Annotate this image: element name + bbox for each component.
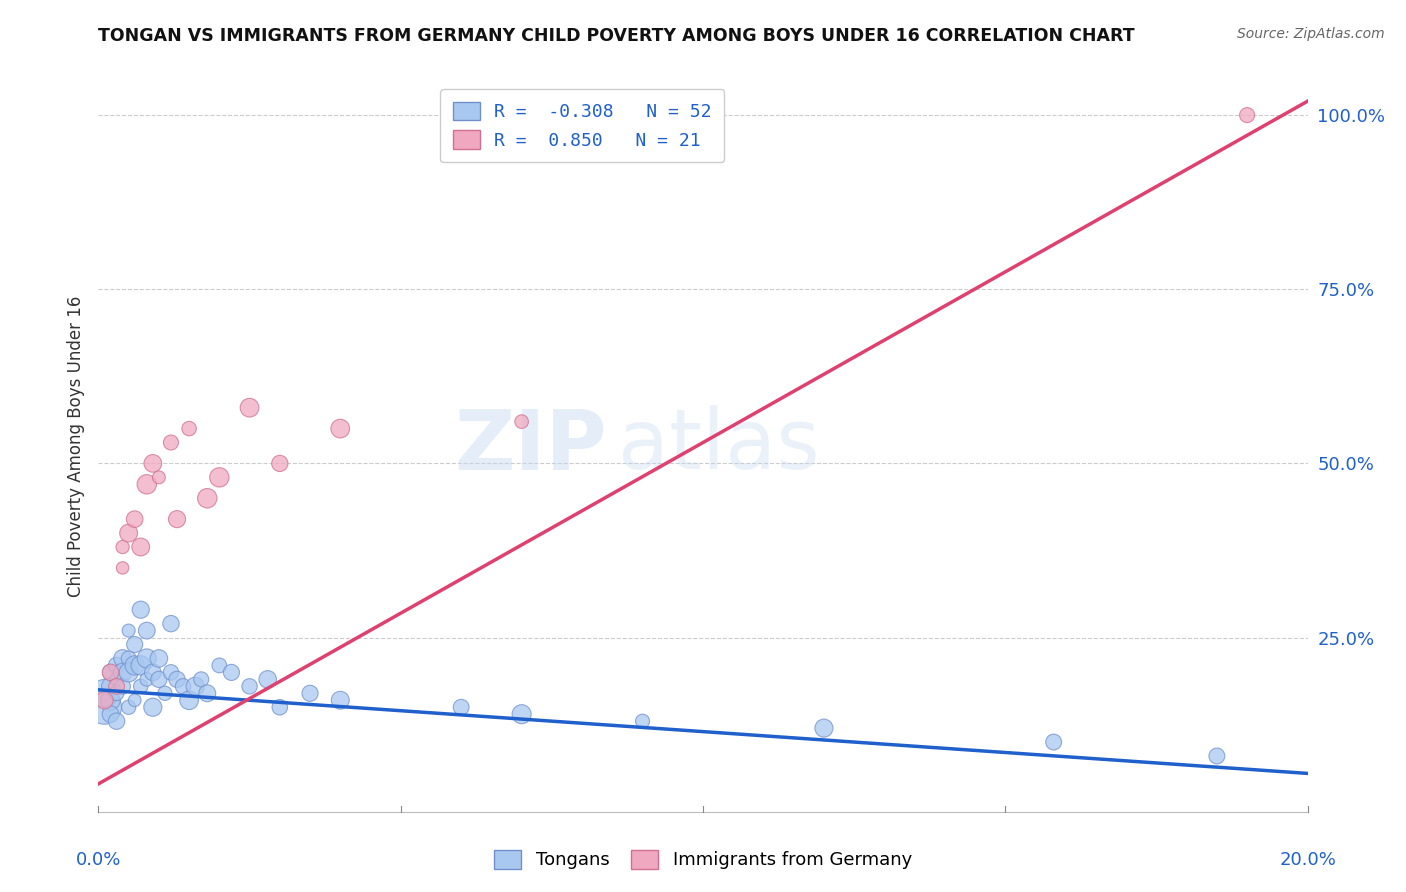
Point bbox=[160, 435, 183, 450]
Point bbox=[208, 658, 231, 673]
Legend: R =  -0.308   N = 52, R =  0.850   N = 21: R = -0.308 N = 52, R = 0.850 N = 21 bbox=[440, 89, 724, 162]
Point bbox=[124, 638, 146, 652]
Text: Source: ZipAtlas.com: Source: ZipAtlas.com bbox=[1237, 27, 1385, 41]
Point bbox=[129, 540, 152, 554]
Point bbox=[93, 686, 115, 700]
Point bbox=[100, 679, 122, 693]
Point bbox=[105, 658, 128, 673]
Point bbox=[813, 721, 835, 735]
Point bbox=[195, 491, 218, 506]
Point bbox=[118, 526, 141, 541]
Point bbox=[111, 651, 134, 665]
Point bbox=[148, 470, 170, 484]
Text: atlas: atlas bbox=[619, 406, 820, 486]
Y-axis label: Child Poverty Among Boys Under 16: Child Poverty Among Boys Under 16 bbox=[66, 295, 84, 597]
Point bbox=[221, 665, 243, 680]
Point bbox=[1042, 735, 1064, 749]
Point bbox=[100, 665, 122, 680]
Point bbox=[269, 700, 291, 714]
Point bbox=[631, 714, 654, 728]
Point bbox=[105, 686, 128, 700]
Point bbox=[179, 693, 201, 707]
Text: 20.0%: 20.0% bbox=[1279, 851, 1336, 869]
Point bbox=[111, 561, 134, 575]
Point bbox=[195, 686, 218, 700]
Point bbox=[166, 673, 188, 687]
Point bbox=[100, 693, 122, 707]
Point bbox=[190, 673, 212, 687]
Point bbox=[256, 673, 278, 687]
Point bbox=[118, 700, 141, 714]
Point bbox=[111, 665, 134, 680]
Point bbox=[100, 707, 122, 722]
Point bbox=[142, 665, 165, 680]
Text: ZIP: ZIP bbox=[454, 406, 606, 486]
Point bbox=[124, 693, 146, 707]
Point bbox=[269, 457, 291, 471]
Point bbox=[124, 512, 146, 526]
Point bbox=[1236, 108, 1258, 122]
Point bbox=[510, 415, 533, 429]
Point bbox=[239, 401, 262, 415]
Point bbox=[172, 679, 194, 693]
Legend: Tongans, Immigrants from Germany: Tongans, Immigrants from Germany bbox=[485, 841, 921, 879]
Point bbox=[105, 679, 128, 693]
Point bbox=[208, 470, 231, 484]
Point bbox=[118, 624, 141, 638]
Point bbox=[135, 477, 157, 491]
Point bbox=[329, 421, 352, 435]
Point bbox=[129, 603, 152, 617]
Point bbox=[299, 686, 322, 700]
Point bbox=[111, 540, 134, 554]
Point bbox=[184, 679, 207, 693]
Point bbox=[239, 679, 262, 693]
Point bbox=[166, 512, 188, 526]
Point bbox=[153, 686, 176, 700]
Point bbox=[93, 700, 115, 714]
Text: 0.0%: 0.0% bbox=[76, 851, 121, 869]
Point bbox=[124, 658, 146, 673]
Point bbox=[179, 421, 201, 435]
Point bbox=[142, 457, 165, 471]
Text: TONGAN VS IMMIGRANTS FROM GERMANY CHILD POVERTY AMONG BOYS UNDER 16 CORRELATION : TONGAN VS IMMIGRANTS FROM GERMANY CHILD … bbox=[98, 27, 1135, 45]
Point bbox=[142, 700, 165, 714]
Point bbox=[111, 679, 134, 693]
Point bbox=[129, 679, 152, 693]
Point bbox=[135, 624, 157, 638]
Point bbox=[100, 665, 122, 680]
Point bbox=[160, 616, 183, 631]
Point bbox=[160, 665, 183, 680]
Point bbox=[118, 651, 141, 665]
Point bbox=[450, 700, 472, 714]
Point bbox=[1206, 749, 1229, 764]
Point bbox=[135, 673, 157, 687]
Point bbox=[105, 714, 128, 728]
Point bbox=[93, 693, 115, 707]
Point bbox=[329, 693, 352, 707]
Point bbox=[135, 651, 157, 665]
Point bbox=[148, 673, 170, 687]
Point bbox=[129, 658, 152, 673]
Point bbox=[105, 673, 128, 687]
Point bbox=[148, 651, 170, 665]
Point bbox=[118, 665, 141, 680]
Point bbox=[510, 707, 533, 722]
